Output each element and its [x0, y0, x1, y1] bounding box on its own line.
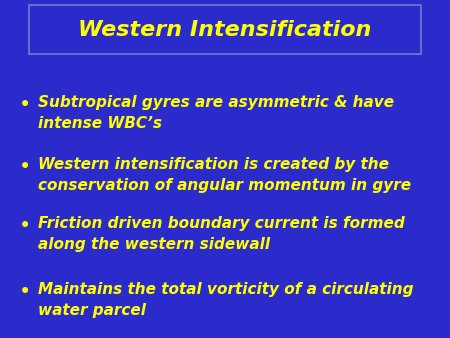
- Text: Maintains the total vorticity of a circulating
water parcel: Maintains the total vorticity of a circu…: [38, 282, 414, 318]
- Text: •: •: [18, 95, 31, 115]
- Text: Western Intensification: Western Intensification: [78, 20, 372, 40]
- Text: Friction driven boundary current is formed
along the western sidewall: Friction driven boundary current is form…: [38, 216, 405, 252]
- Text: •: •: [18, 216, 31, 236]
- Text: •: •: [18, 282, 31, 302]
- FancyBboxPatch shape: [29, 5, 421, 54]
- Text: Subtropical gyres are asymmetric & have
intense WBC’s: Subtropical gyres are asymmetric & have …: [38, 95, 394, 131]
- Text: Western intensification is created by the
conservation of angular momentum in gy: Western intensification is created by th…: [38, 157, 411, 193]
- Text: •: •: [18, 157, 31, 177]
